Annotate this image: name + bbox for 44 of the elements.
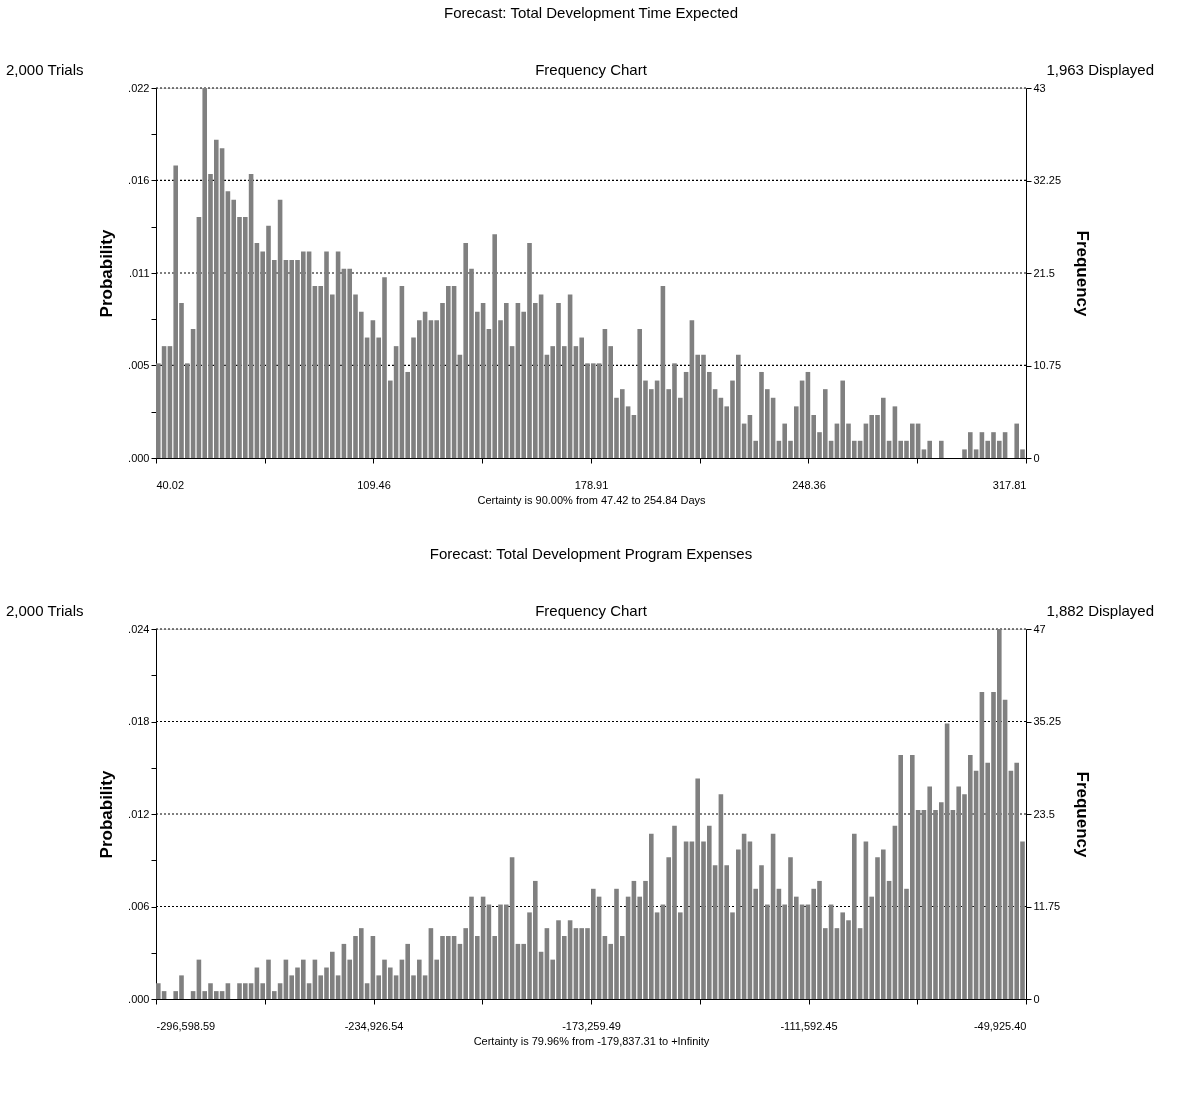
y2-tick-label: 21.5 xyxy=(1033,266,1055,279)
y2-axis-title: Frequency xyxy=(1073,230,1093,318)
y-tick-label: .016 xyxy=(128,173,150,186)
x-tick-label: -173,259.49 xyxy=(562,1019,621,1032)
x-axis-title: Certainty is 90.00% from 47.42 to 254.84 Days xyxy=(477,493,707,506)
x-tick-label: 178.91 xyxy=(574,478,609,491)
y2-tick-label: 0 xyxy=(1033,992,1040,1005)
x-tick-label: 109.46 xyxy=(357,478,391,491)
x-tick-label: -49,925.40 xyxy=(973,1019,1027,1032)
y-tick-label: .011 xyxy=(128,266,150,279)
y2-tick-label: 35.25 xyxy=(1033,715,1062,727)
y-tick-label: .005 xyxy=(128,358,150,371)
chart-title: Forecast: Total Development Time Expected xyxy=(443,4,739,21)
text: 2,000 Trials xyxy=(6,61,84,78)
y-tick-label: .000 xyxy=(128,451,150,464)
x-tick-label: -234,926.54 xyxy=(344,1019,404,1032)
y-axis-title: Probability xyxy=(97,770,117,859)
y-tick-label: .012 xyxy=(128,807,150,820)
y-tick-label: .024 xyxy=(128,622,150,635)
y-tick-label: .000 xyxy=(128,992,150,1005)
x-axis-title: Certainty is 79.96% from -179,837.31 to +Infinity xyxy=(473,1034,710,1047)
x-tick-label: -111,592.45 xyxy=(780,1019,838,1032)
x-tick-label: 248.36 xyxy=(792,478,826,491)
y2-tick-label: 0 xyxy=(1033,451,1040,464)
y2-tick-label: 47 xyxy=(1033,622,1046,635)
y2-axis-title: Frequency xyxy=(1073,771,1093,859)
chart-subtitle: Frequency Chart xyxy=(535,61,648,78)
x-tick-label: -296,598.59 xyxy=(156,1019,216,1032)
y2-tick-label: 11.75 xyxy=(1033,900,1061,912)
y-tick-label: .006 xyxy=(128,900,150,912)
y-axis-title: Probability xyxy=(97,229,117,318)
chart-title: Forecast: Total Development Program Expenses xyxy=(429,545,753,562)
y2-tick-label: 43 xyxy=(1033,81,1046,94)
text: 1,882 Displayed xyxy=(1046,602,1154,619)
text: 1,963 Displayed xyxy=(1046,61,1154,78)
y2-tick-label: 32.25 xyxy=(1033,174,1062,186)
y-tick-label: .018 xyxy=(128,715,150,727)
y-tick-label: .022 xyxy=(128,81,150,94)
y2-tick-label: 23.5 xyxy=(1033,807,1055,820)
x-tick-label: 40.02 xyxy=(156,478,185,491)
y2-tick-label: 10.75 xyxy=(1033,359,1062,371)
chart-subtitle: Frequency Chart xyxy=(535,602,648,619)
text: 2,000 Trials xyxy=(6,602,84,619)
x-tick-label: 317.81 xyxy=(992,478,1027,491)
